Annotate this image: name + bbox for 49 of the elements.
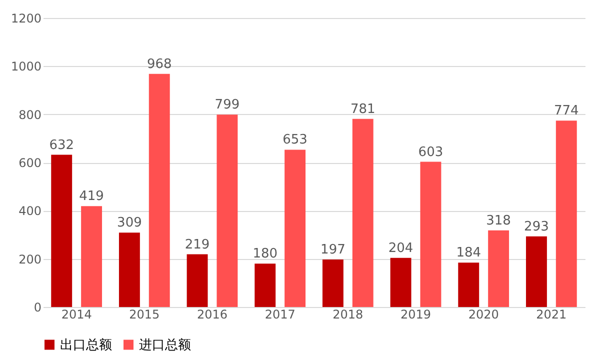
bar [51, 154, 72, 307]
bar [526, 236, 547, 307]
y-tick-label: 600 [18, 156, 42, 170]
data-label: 968 [146, 56, 172, 72]
x-tick-label: 2017 [264, 308, 296, 322]
bar [390, 258, 412, 307]
y-tick-label: 400 [18, 204, 42, 218]
data-label: 219 [184, 237, 210, 252]
bar [284, 150, 306, 307]
data-label: 799 [214, 98, 240, 113]
data-label: 781 [350, 102, 376, 117]
data-label: 197 [320, 242, 346, 258]
data-label: 204 [388, 240, 414, 256]
x-tick-label: 2021 [536, 308, 567, 322]
bar [118, 232, 140, 307]
y-tick-label: 0 [34, 300, 42, 314]
data-label: 603 [418, 144, 444, 160]
bar [488, 230, 510, 307]
y-tick-label: 1000 [10, 60, 42, 74]
data-label: 180 [252, 246, 278, 262]
bar [81, 206, 102, 307]
bar [322, 260, 344, 307]
data-label: 318 [486, 213, 511, 228]
y-tick-label: 800 [18, 108, 42, 122]
bar [420, 162, 442, 307]
bar [216, 114, 238, 307]
y-tick-label: 200 [18, 252, 42, 266]
x-tick-label: 2018 [332, 308, 364, 322]
bar [148, 74, 170, 307]
data-label: 774 [554, 104, 579, 119]
data-label: 632 [49, 138, 74, 153]
data-label: 653 [282, 132, 308, 148]
bar [458, 262, 480, 307]
data-label: 309 [117, 216, 142, 231]
data-label: 293 [524, 219, 549, 234]
x-tick-label: 2015 [129, 308, 160, 322]
data-label: 184 [456, 246, 482, 261]
y-tick-label: 1200 [10, 12, 42, 26]
x-tick-label: 2020 [468, 308, 499, 322]
x-tick-label: 2014 [61, 308, 92, 322]
x-tick-label: 2019 [400, 308, 432, 322]
bar [556, 120, 577, 307]
bar [186, 254, 208, 307]
data-label: 419 [79, 189, 104, 204]
bar [254, 264, 276, 307]
legend-label: 出口总额 [60, 338, 112, 353]
bar [352, 118, 374, 307]
x-tick-label: 2016 [196, 308, 228, 322]
legend-label: 进口总额 [139, 338, 191, 353]
